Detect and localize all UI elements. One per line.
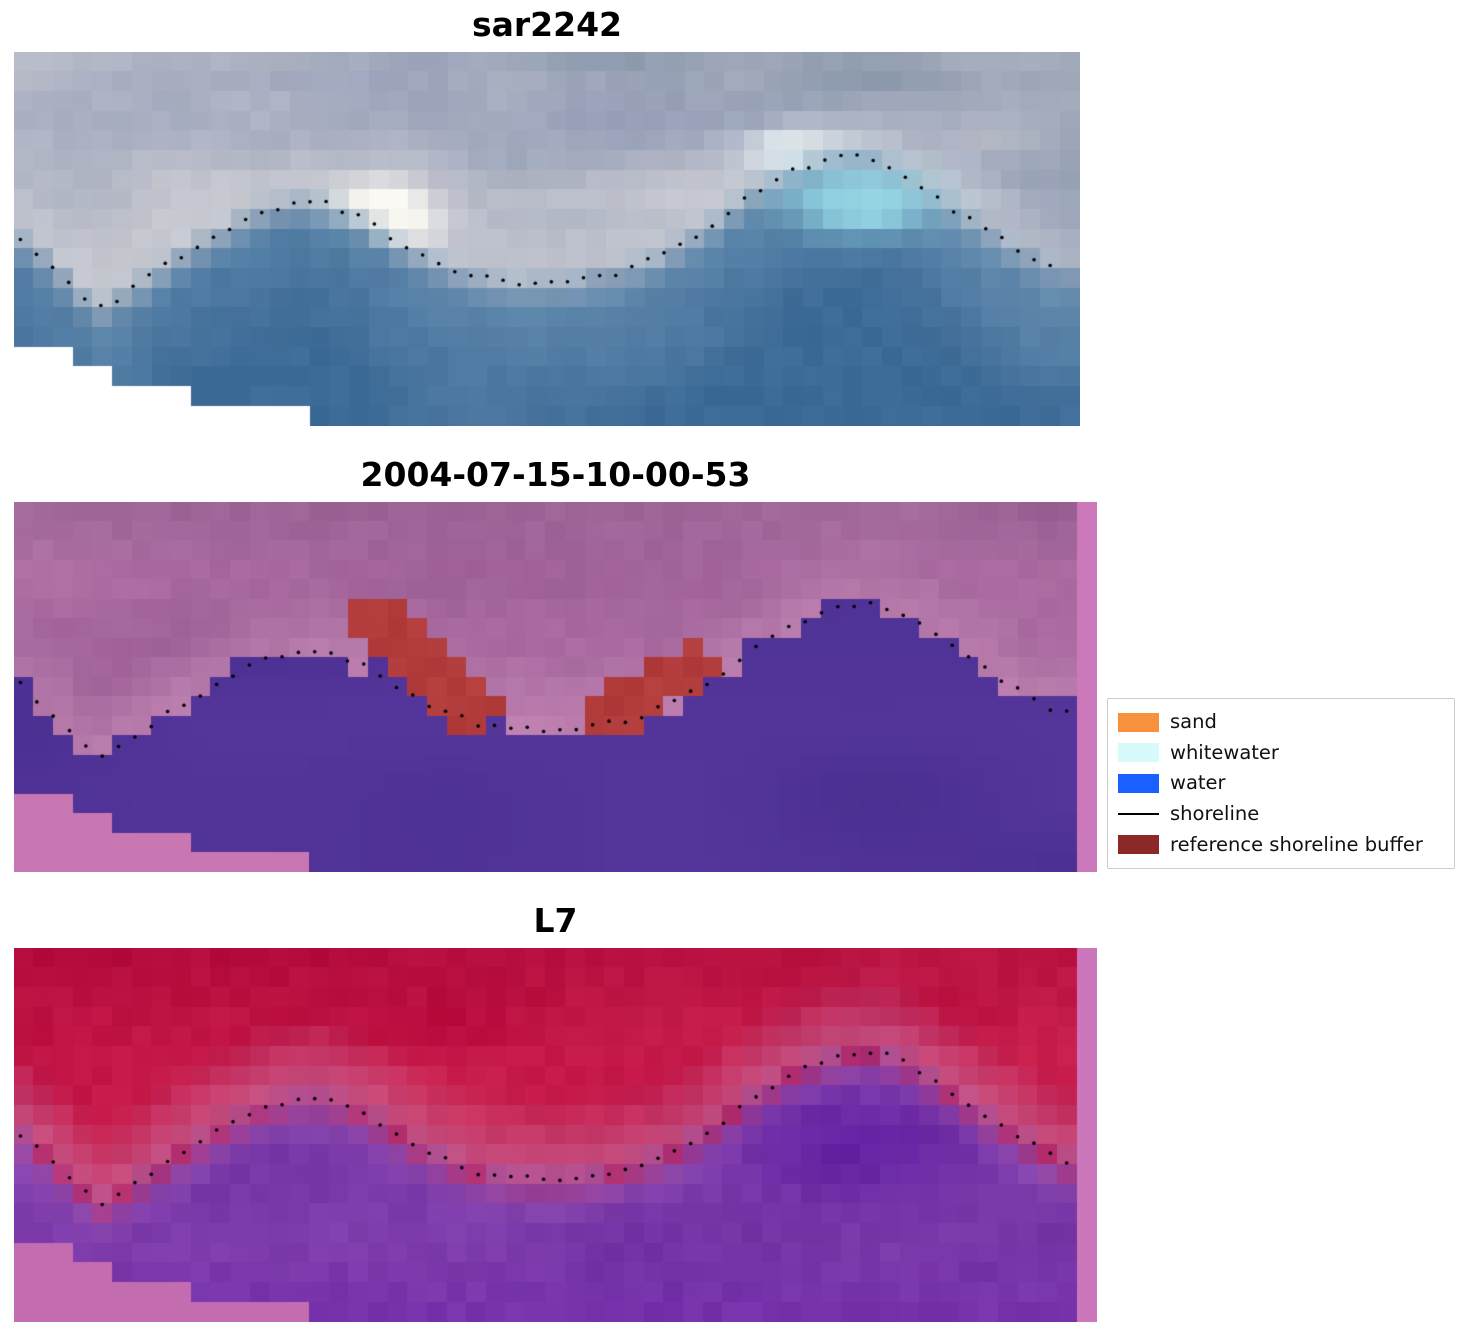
water-swatch-icon [1118,773,1159,793]
legend-label-sand: sand [1170,710,1217,734]
legend-item-sand: sand [1118,707,1444,738]
reference-buffer-swatch-icon [1118,835,1159,855]
legend: sand whitewater water shoreline referenc… [1107,698,1455,869]
legend-label-water: water [1170,771,1226,795]
l7-image [14,948,1097,1322]
classified-image [14,502,1097,872]
panel-title-l7: L7 [533,901,578,940]
legend-label-whitewater: whitewater [1170,740,1279,764]
legend-label-reference-buffer: reference shoreline buffer [1170,832,1423,856]
legend-item-whitewater: whitewater [1118,738,1444,769]
legend-item-water: water [1118,768,1444,799]
sar2242-image [14,52,1080,426]
legend-item-shoreline: shoreline [1118,799,1444,830]
panel-title-sar2242: sar2242 [471,5,623,44]
shoreline-line-icon [1118,805,1159,824]
panel-title-classified-date: 2004-07-15-10-00-53 [360,455,751,494]
legend-label-shoreline: shoreline [1170,802,1260,826]
whitewater-swatch-icon [1118,743,1159,763]
sand-swatch-icon [1118,712,1159,732]
legend-item-reference-buffer: reference shoreline buffer [1118,829,1444,860]
